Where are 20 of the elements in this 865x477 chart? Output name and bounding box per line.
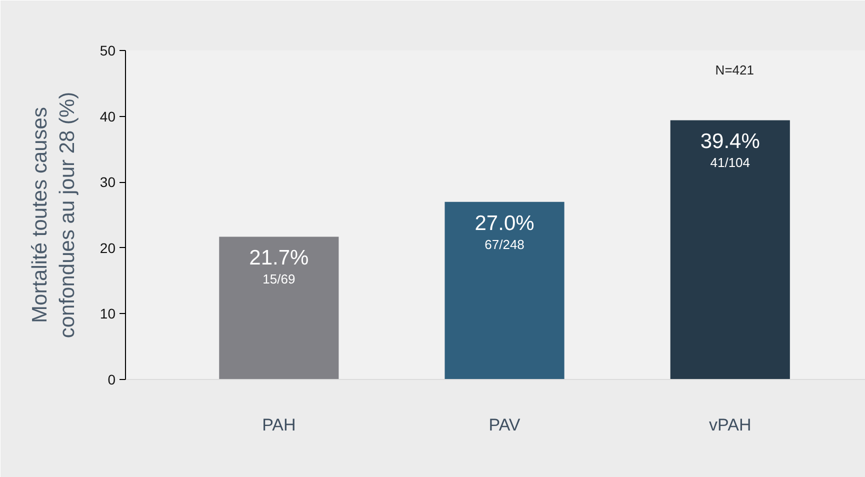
y-tick-label: 20	[100, 240, 116, 256]
annotation: 15/69	[262, 272, 296, 287]
data-label: 39.4%	[700, 130, 760, 154]
y-tick-label: 10	[100, 306, 116, 322]
annotation: 67/248	[484, 236, 524, 252]
data-label: 27.0%	[474, 212, 534, 235]
y-tick-label: 30	[100, 174, 116, 190]
y-axis-title: Mortalité toutes causes confondues au jour 28 (%)	[28, 92, 79, 338]
bar	[219, 236, 339, 380]
y-tick-label: 0	[108, 372, 116, 388]
bar	[670, 120, 790, 380]
y-tick-label: 40	[100, 108, 116, 124]
annotation: N=421	[715, 62, 754, 78]
data-label: 21.7%	[249, 246, 309, 270]
bar	[444, 202, 564, 380]
x-tick-label: PAH	[262, 416, 296, 434]
x-tick-label: PAV	[488, 416, 521, 434]
annotation: 41/104	[710, 155, 750, 170]
y-tick-label: 50	[100, 42, 116, 58]
x-tick-label: vPAH	[709, 416, 752, 434]
